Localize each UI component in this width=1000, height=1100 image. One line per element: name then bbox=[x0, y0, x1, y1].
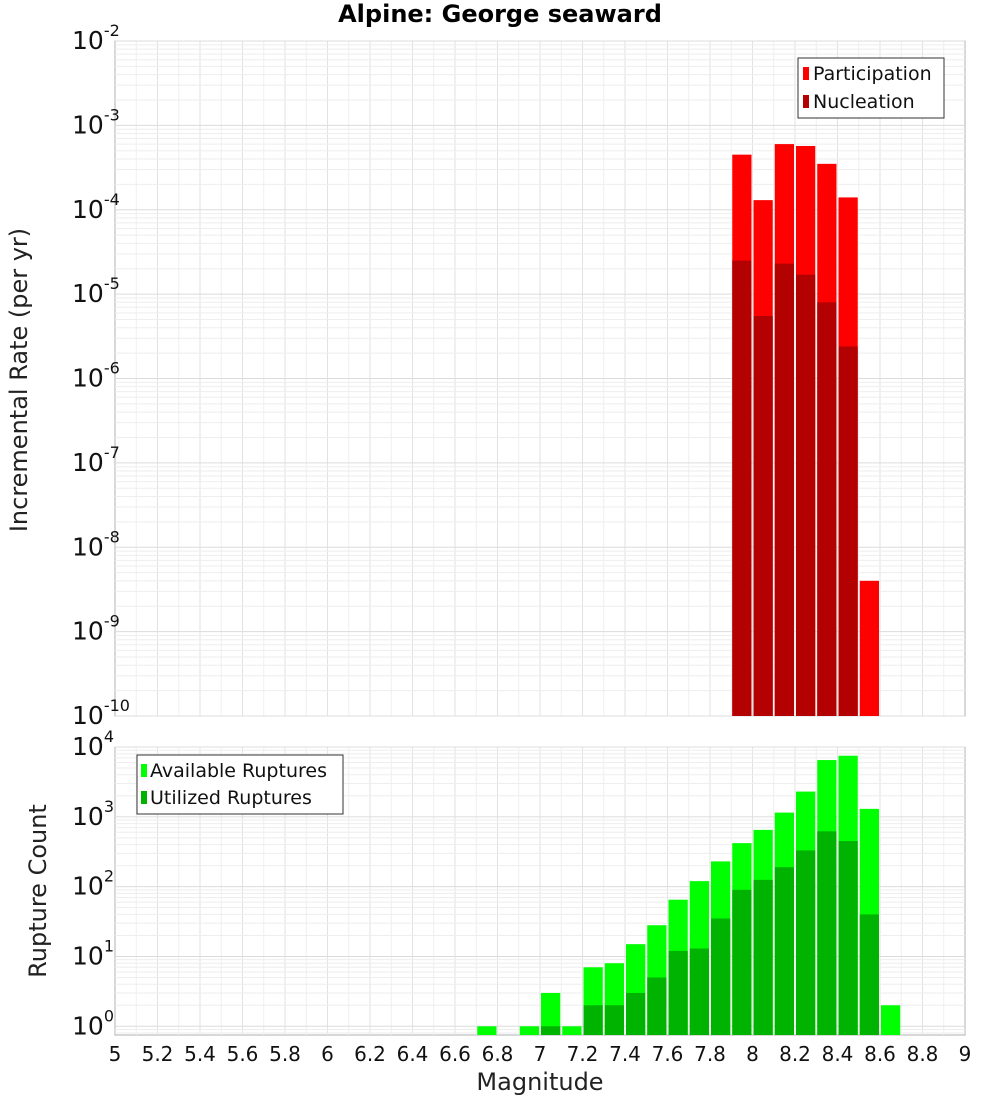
x-tick-label: 6.8 bbox=[482, 1042, 514, 1066]
nucleation-legend-swatch bbox=[803, 95, 809, 108]
available-legend-label: Available Ruptures bbox=[150, 760, 327, 782]
x-tick-label: 6.2 bbox=[354, 1042, 386, 1066]
available-legend-swatch bbox=[141, 764, 147, 777]
available-ruptures-bar bbox=[519, 1026, 539, 1035]
chart-title: Alpine: George seaward bbox=[338, 0, 662, 28]
y-tick-label: 102 bbox=[72, 867, 114, 901]
rate-legend-box bbox=[797, 57, 945, 119]
x-tick-label: 5.2 bbox=[142, 1042, 174, 1066]
utilized-ruptures-bar bbox=[626, 992, 646, 1035]
participation-legend-swatch bbox=[803, 67, 809, 80]
x-axis-title: Magnitude bbox=[476, 1068, 603, 1096]
y-tick-label: 103 bbox=[72, 797, 114, 831]
utilized-ruptures-bar bbox=[796, 850, 816, 1035]
participation-bar bbox=[859, 580, 879, 716]
x-tick-label: 7 bbox=[534, 1042, 547, 1066]
magnitude-x-tick-labels: 5 5.2 5.4 5.6 5.8 6 6.2 6.4 6.6 6.8 7 7.2 7.4 7.6 7.8 8… bbox=[109, 1042, 972, 1066]
x-tick-label: 8.8 bbox=[907, 1042, 939, 1066]
utilized-ruptures-bar bbox=[711, 918, 731, 1035]
nucleation-bar bbox=[838, 346, 858, 716]
available-ruptures-bar bbox=[477, 1026, 497, 1035]
x-tick-label: 8 bbox=[746, 1042, 759, 1066]
x-tick-label: 9 bbox=[959, 1042, 972, 1066]
count-bars bbox=[477, 755, 901, 1035]
x-tick-label: 5.6 bbox=[227, 1042, 259, 1066]
nucleation-legend-label: Nucleation bbox=[813, 91, 915, 113]
utilized-legend-swatch bbox=[141, 791, 147, 804]
utilized-ruptures-bar bbox=[583, 1005, 603, 1035]
utilized-ruptures-bar bbox=[647, 977, 667, 1035]
y-tick-label: 10-7 bbox=[72, 443, 120, 477]
utilized-ruptures-bar bbox=[859, 914, 879, 1035]
y-tick-label: 104 bbox=[72, 727, 114, 761]
count-y-axis-title: Rupture Count bbox=[24, 804, 52, 978]
x-tick-label: 6 bbox=[321, 1042, 334, 1066]
utilized-ruptures-bar bbox=[774, 867, 794, 1035]
rate-gridlines bbox=[115, 40, 965, 717]
x-tick-label: 6.4 bbox=[397, 1042, 429, 1066]
count-legend: Available Ruptures Utilized Ruptures bbox=[136, 754, 344, 815]
participation-legend-label: Participation bbox=[813, 63, 932, 85]
x-tick-label: 7.8 bbox=[694, 1042, 726, 1066]
utilized-ruptures-bar bbox=[732, 889, 752, 1035]
rate-legend: Participation Nucleation bbox=[797, 57, 945, 119]
x-tick-label: 7.2 bbox=[567, 1042, 599, 1066]
y-tick-label: 10-3 bbox=[72, 105, 120, 139]
nucleation-bar bbox=[796, 274, 816, 716]
utilized-ruptures-bar bbox=[753, 879, 773, 1035]
y-tick-label: 10-4 bbox=[72, 190, 120, 224]
count-legend-box bbox=[136, 754, 344, 815]
count-panel: 100 101 102 103 104 5 5.2 5.4 5.6 5.8 6 6.2 6.4 6.6 6… bbox=[24, 727, 971, 1096]
x-tick-label: 8.2 bbox=[779, 1042, 811, 1066]
y-tick-label: 100 bbox=[72, 1006, 114, 1040]
x-tick-label: 5 bbox=[109, 1042, 122, 1066]
y-tick-label: 101 bbox=[72, 936, 114, 970]
available-ruptures-bar bbox=[541, 992, 561, 1035]
y-tick-label: 10-5 bbox=[72, 274, 120, 308]
x-tick-label: 8.4 bbox=[822, 1042, 854, 1066]
rate-y-tick-labels: 10-10 10-9 10-8 10-7 10-6 10-5 10-4 10-3 10-2 bbox=[72, 21, 130, 730]
nucleation-bar bbox=[732, 260, 752, 716]
x-tick-label: 6.6 bbox=[439, 1042, 471, 1066]
utilized-ruptures-bar bbox=[689, 948, 709, 1035]
utilized-ruptures-bar bbox=[838, 841, 858, 1035]
x-tick-label: 7.6 bbox=[652, 1042, 684, 1066]
rate-y-axis-title: Incremental Rate (per yr) bbox=[5, 228, 33, 532]
x-tick-label: 5.4 bbox=[184, 1042, 216, 1066]
y-tick-label: 10-9 bbox=[72, 612, 120, 646]
y-tick-label: 10-8 bbox=[72, 527, 120, 561]
utilized-ruptures-bar bbox=[817, 831, 837, 1035]
rate-panel: 10-10 10-9 10-8 10-7 10-6 10-5 10-4 10-3 10-2 In… bbox=[5, 21, 966, 730]
nucleation-bar bbox=[774, 263, 794, 716]
utilized-ruptures-bar bbox=[541, 1026, 561, 1035]
y-tick-label: 10-10 bbox=[72, 696, 130, 730]
available-ruptures-bar bbox=[881, 1005, 901, 1035]
nucleation-bar bbox=[753, 316, 773, 716]
rate-bars bbox=[732, 144, 879, 717]
x-tick-label: 7.4 bbox=[609, 1042, 641, 1066]
x-tick-label: 8.6 bbox=[864, 1042, 896, 1066]
utilized-ruptures-bar bbox=[668, 950, 688, 1035]
count-y-tick-labels: 100 101 102 103 104 bbox=[72, 727, 114, 1040]
utilized-ruptures-bar bbox=[604, 1005, 624, 1035]
y-tick-label: 10-6 bbox=[72, 359, 120, 393]
utilized-legend-label: Utilized Ruptures bbox=[150, 787, 312, 809]
nucleation-bar bbox=[817, 302, 837, 716]
y-tick-label: 10-2 bbox=[72, 21, 120, 55]
available-ruptures-bar bbox=[562, 1026, 582, 1035]
x-tick-label: 5.8 bbox=[269, 1042, 301, 1066]
